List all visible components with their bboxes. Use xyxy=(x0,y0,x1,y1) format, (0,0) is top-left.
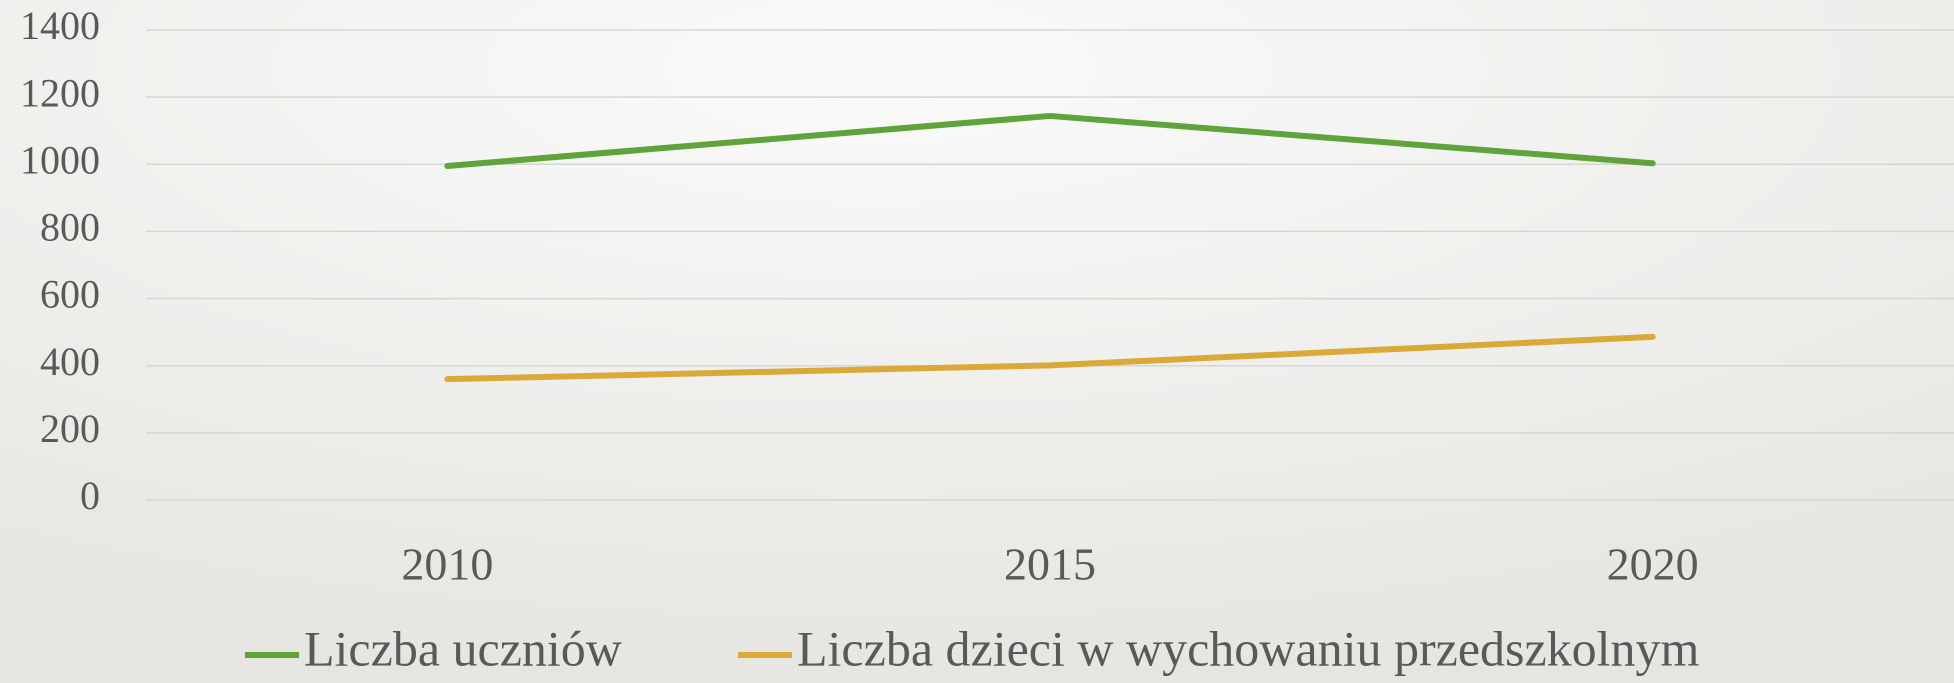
y-tick-label: 1400 xyxy=(20,3,100,48)
line-series xyxy=(444,333,1656,383)
x-tick-label: 2010 xyxy=(401,539,493,590)
y-tick-label: 200 xyxy=(40,406,100,451)
y-tick-label: 400 xyxy=(40,339,100,384)
x-tick-label: 2020 xyxy=(1607,539,1699,590)
y-tick-label: 600 xyxy=(40,272,100,317)
x-tick-label: 2015 xyxy=(1004,539,1096,590)
legend-label: Liczba uczniów xyxy=(304,620,622,676)
y-tick-label: 800 xyxy=(40,205,100,250)
legend-label: Liczba dzieci w wychowaniu przedszkolnym xyxy=(797,620,1700,676)
y-tick-label: 0 xyxy=(80,473,100,518)
line-series xyxy=(444,112,1656,169)
y-tick-label: 1000 xyxy=(20,137,100,182)
y-tick-label: 1200 xyxy=(20,70,100,115)
